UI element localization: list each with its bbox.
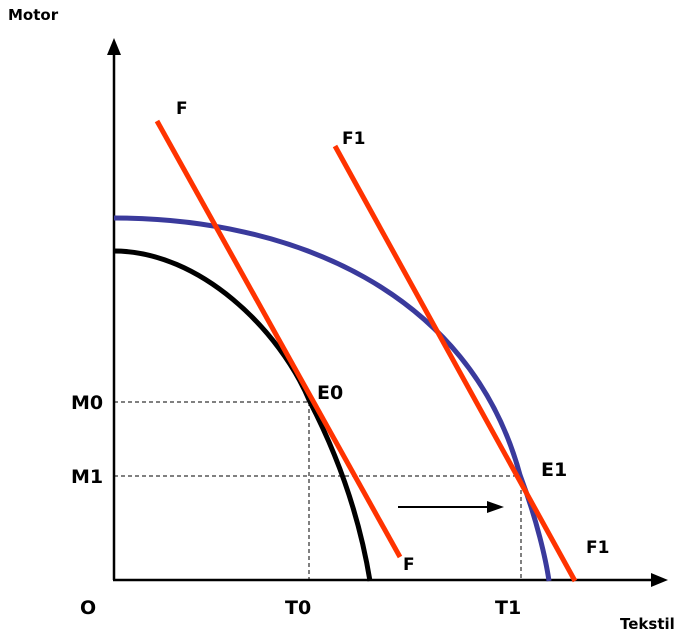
e0-label: E0: [317, 382, 343, 404]
price-line-f: [154, 119, 403, 559]
origin-label: O: [80, 597, 96, 619]
y-axis-arrow-icon: [107, 38, 121, 55]
initial-ppf-curve: [113, 248, 373, 582]
f-bottom-label: F: [403, 555, 415, 575]
f-top-label: F: [176, 99, 188, 119]
expanded-ppf-curve: [113, 215, 552, 582]
m0-label: M0: [71, 392, 103, 414]
x-axis-arrow-icon: [651, 573, 668, 587]
t0-label: T0: [285, 597, 311, 619]
f1-bottom-label: F1: [586, 538, 609, 558]
t1-label: T1: [495, 597, 521, 619]
x-axis-label: Tekstil: [620, 615, 675, 632]
f1-top-label: F1: [342, 129, 365, 149]
price-line-f1: [332, 144, 578, 583]
y-axis-label: Motor: [8, 6, 59, 24]
e1-label: E1: [541, 459, 567, 481]
m1-label: M1: [71, 466, 103, 488]
shift-arrow-icon: [487, 501, 504, 513]
